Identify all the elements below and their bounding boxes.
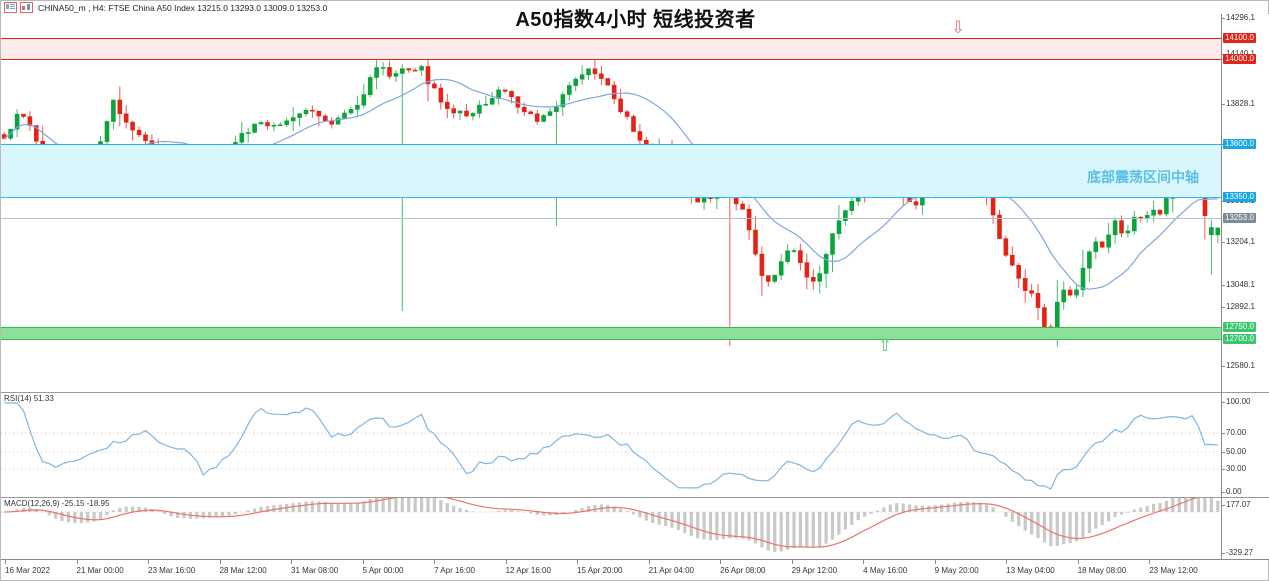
rsi-tick-label: 30.00	[1221, 464, 1247, 473]
price-pane[interactable]: 14296.114140.113828.113672.113516.113204…	[1, 14, 1269, 392]
rsi-pane[interactable]: RSI(14) 51.33 100.00 70.00 50.00 30.00 0.00	[1, 392, 1269, 497]
support-zone-top-line	[1, 327, 1221, 328]
resistance-zone-top-line	[1, 38, 1221, 39]
price-tick-label: 14296.1	[1222, 14, 1255, 22]
time-tick-mark	[5, 560, 6, 564]
macd-pane[interactable]: MACD(12,26,9) -25.15 -18.95 177.07 -329.2…	[1, 497, 1269, 559]
time-tick-label: 26 Apr 08:00	[720, 566, 766, 575]
rsi-tick-label: 0.00	[1222, 487, 1242, 496]
symbol-info-label: CHINA50_m , H4: FTSE China A50 Index 132…	[38, 2, 328, 13]
range-zone-bottom-line	[1, 197, 1221, 198]
rsi-legend: RSI(14) 51.33	[4, 394, 54, 403]
current-price-line	[1, 218, 1221, 219]
chart-header: CHINA50_m , H4: FTSE China A50 Index 132…	[1, 1, 1269, 14]
rsi-plot-area[interactable]	[1, 393, 1221, 497]
price-tick-label: 12580.1	[1222, 361, 1255, 370]
resistance-zone	[1, 38, 1221, 59]
time-tick-label: 16 Mar 2022	[5, 566, 50, 575]
range-zone	[1, 144, 1221, 197]
time-tick-label: 5 Apr 00:00	[362, 566, 404, 575]
price-tick-label: 13204.1	[1222, 237, 1255, 246]
time-tick-label: 23 Mar 16:00	[148, 566, 196, 575]
time-tick-mark	[434, 560, 436, 564]
time-axis[interactable]: 16 Mar 2022 21 Mar 00:00 23 Mar 16:00 28 Ma…	[1, 559, 1269, 580]
macd-axis[interactable]: 177.07 -329.27	[1221, 498, 1269, 559]
macd-tick-label: -329.27	[1221, 548, 1254, 557]
chart-icon[interactable]	[20, 2, 33, 13]
time-tick-mark	[1006, 560, 1008, 564]
price-tick-label: 13048.1	[1222, 280, 1255, 289]
price-plot-area[interactable]	[1, 14, 1221, 392]
price-tick-label: 12892.1	[1222, 302, 1255, 311]
down-arrow-annotation: ⇩	[951, 18, 966, 37]
grid-icon[interactable]	[4, 2, 17, 13]
macd-legend: MACD(12,26,9) -25.15 -18.95	[4, 499, 110, 508]
time-tick-mark	[648, 560, 650, 564]
time-tick-mark	[934, 560, 936, 564]
time-tick-label: 21 Mar 00:00	[76, 566, 124, 575]
price-level-tag[interactable]: 13350.0	[1223, 192, 1256, 202]
rsi-tick-label: 100.00	[1221, 397, 1251, 406]
time-tick-label: 9 May 20:00	[934, 566, 979, 575]
time-tick-label: 29 Apr 12:00	[791, 566, 838, 575]
time-tick-label: 28 Mar 12:00	[219, 566, 267, 575]
time-tick-label: 4 May 16:00	[863, 566, 908, 575]
time-tick-label: 21 Apr 04:00	[648, 566, 694, 575]
time-tick-mark	[362, 560, 364, 564]
time-tick-mark	[577, 560, 579, 564]
price-tick-label: 13828.1	[1222, 99, 1255, 108]
resistance-zone-bottom-line	[1, 59, 1221, 60]
price-level-tag[interactable]: 13600.0	[1223, 139, 1256, 149]
support-zone-bottom-line	[1, 339, 1221, 340]
time-tick-mark	[791, 560, 793, 564]
range-zone-top-line	[1, 144, 1221, 145]
time-tick-label: 12 Apr 16:00	[505, 566, 551, 575]
time-tick-mark	[291, 560, 293, 564]
price-level-tag[interactable]: 14000.0	[1223, 54, 1256, 64]
price-axis[interactable]: 14296.114140.113828.113672.113516.113204…	[1221, 14, 1269, 392]
time-tick-mark	[863, 560, 865, 564]
rsi-axis[interactable]: 100.00 70.00 50.00 30.00 0.00	[1221, 393, 1269, 497]
up-arrow-annotation: ⇧	[878, 336, 893, 355]
time-tick-label: 31 Mar 08:00	[291, 566, 339, 575]
price-level-tag[interactable]: 14100.0	[1223, 33, 1256, 43]
time-tick-label: 7 Apr 16:00	[434, 566, 475, 575]
time-tick-mark	[505, 560, 507, 564]
price-level-tag[interactable]: 12750.0	[1223, 322, 1256, 332]
support-zone	[1, 327, 1221, 339]
time-tick-label: 18 May 08:00	[1077, 566, 1127, 575]
rsi-tick-label: 70.00	[1221, 428, 1247, 437]
range-mid-axis-note: 底部震荡区间中轴	[1087, 169, 1199, 185]
rsi-tick-label: 50.00	[1221, 447, 1247, 456]
time-tick-label: 23 May 12:00	[1149, 566, 1198, 575]
time-tick-mark	[148, 560, 150, 564]
time-tick-label: 13 May 04:00	[1006, 566, 1055, 575]
price-level-tag[interactable]: 13253.0	[1223, 213, 1256, 223]
time-tick-label: 15 Apr 20:00	[577, 566, 623, 575]
macd-plot-area[interactable]	[1, 498, 1221, 559]
time-tick-mark	[720, 560, 722, 564]
price-level-tag[interactable]: 12700.0	[1223, 334, 1256, 344]
time-tick-mark	[1149, 560, 1151, 564]
time-tick-mark	[1077, 560, 1079, 564]
page-title: A50指数4小时 短线投资者	[515, 9, 756, 31]
macd-tick-label: 177.07	[1221, 500, 1251, 509]
time-tick-mark	[219, 560, 221, 564]
time-tick-mark	[76, 560, 78, 564]
